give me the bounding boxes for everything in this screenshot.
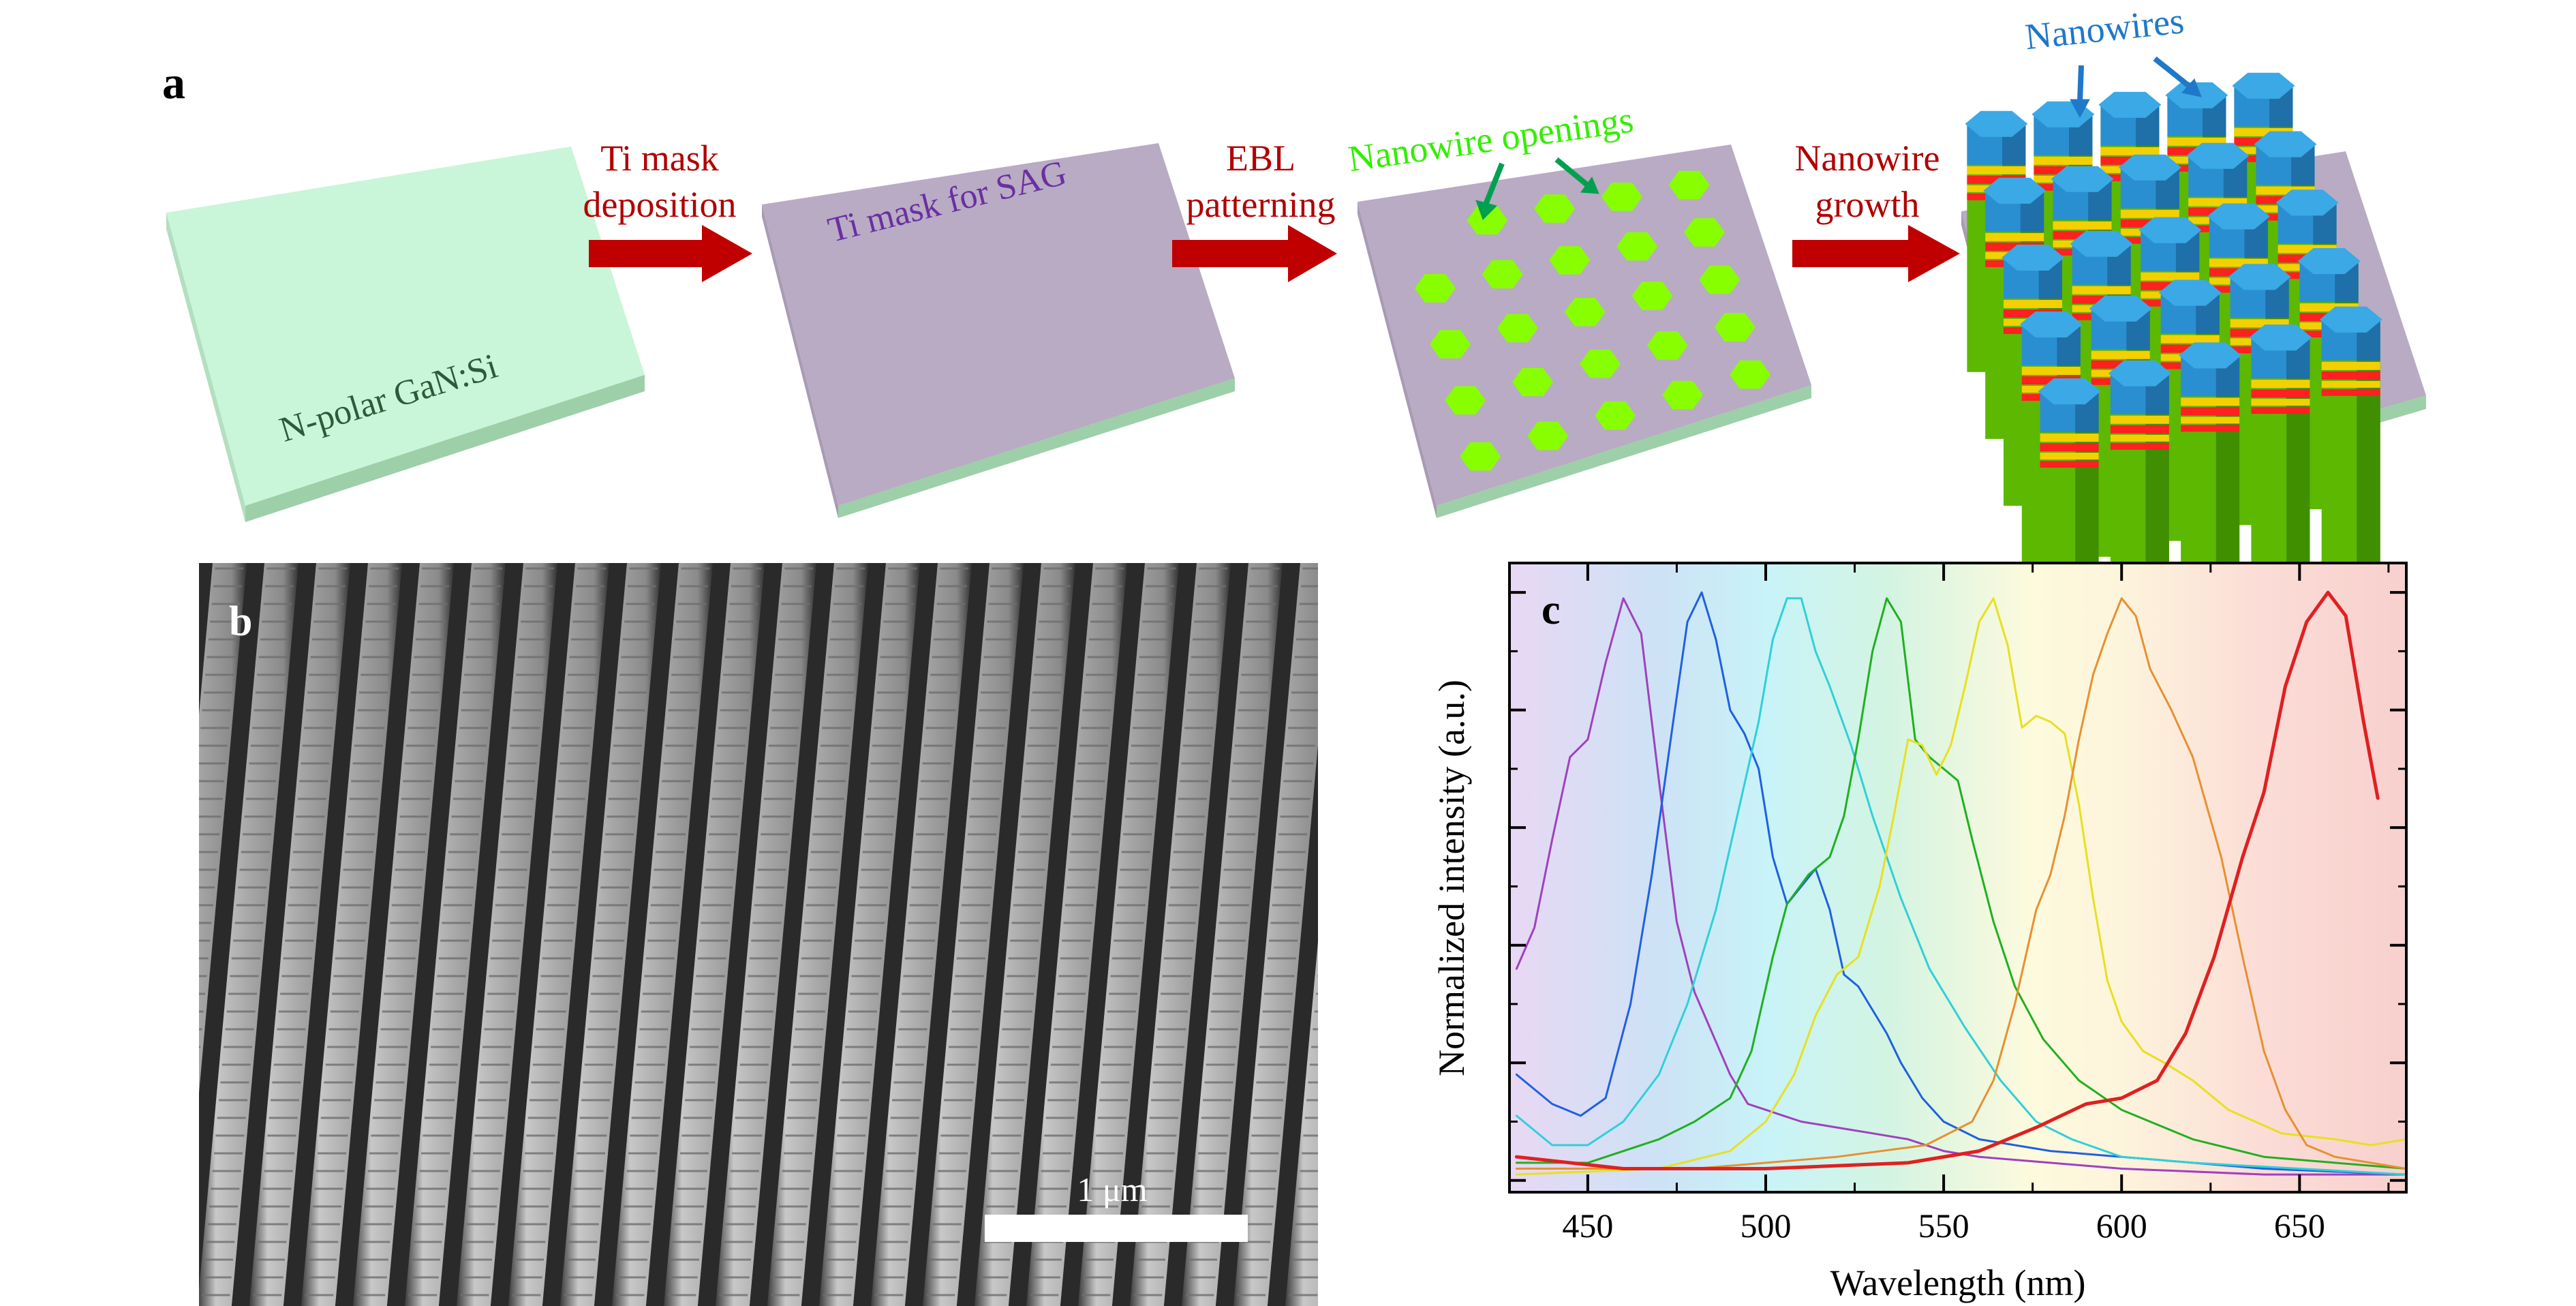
panel-b: b 1 μm [42, 563, 1438, 1306]
nanowire-opening [1601, 182, 1642, 211]
substrate-slab: N-polar GaN:Si [166, 147, 645, 522]
sem-pillar-column [870, 563, 972, 1306]
panel-b-letter: b [229, 598, 252, 645]
process-arrow-3: Nanowire growth [1792, 138, 1960, 282]
sem-pillar-column [404, 563, 506, 1306]
callout-arrow-icon [2070, 56, 2202, 119]
arrow-1-label-line1: Ti mask [600, 138, 719, 179]
sem-pillar-column [352, 563, 454, 1306]
sem-pillar-column [922, 563, 1024, 1306]
x-tick-label: 500 [1741, 1206, 1792, 1245]
nanowire-openings-grid [1414, 170, 1771, 471]
sem-pillar-column [611, 563, 713, 1306]
chart-plot-area [1509, 563, 2406, 1192]
scale-bar [985, 1215, 1248, 1242]
arrow-2-label-line1: EBL [1226, 138, 1295, 179]
process-arrow-2: EBL patterning [1172, 138, 1337, 282]
sem-pillar-column [199, 563, 247, 1093]
sem-pillar-column [42, 563, 143, 1306]
sem-pillar-column [199, 563, 298, 1306]
x-tick-label: 450 [1562, 1206, 1613, 1245]
x-tick-label: 600 [2096, 1206, 2147, 1245]
nanowire-opening [1662, 380, 1704, 410]
nanowire-opening [1595, 401, 1636, 430]
chart-frame [1508, 562, 2408, 1194]
nanowire-opening [1527, 421, 1569, 451]
sem-pillar-column [1233, 563, 1318, 1306]
sem-pillar-column [974, 563, 1075, 1306]
spectrum-line-6 [1515, 597, 2406, 1170]
x-tick-label: 550 [1918, 1206, 1969, 1245]
nanowire-opening [1579, 349, 1621, 378]
sem-pillar-column [508, 563, 609, 1306]
arrow-2-label-line2: patterning [1186, 184, 1336, 225]
nanowire-opening [1445, 386, 1486, 415]
sem-pillar-column [456, 563, 557, 1306]
nanowire-opening [1467, 206, 1508, 234]
chart-ticks: 450 500 550 600 650 [1509, 563, 2406, 1245]
nanowire-opening [1460, 442, 1501, 471]
spectrum-line-1 [1515, 597, 2406, 1176]
callout-arrow-icon [1475, 157, 1599, 220]
sem-pillar-column [767, 563, 868, 1306]
sem-pillar-column [1285, 941, 1318, 1306]
nanowire-opening [1512, 367, 1553, 397]
sem-pillar-column [663, 563, 765, 1306]
nanowire [2319, 306, 2382, 568]
panel-a-letter: a [162, 57, 185, 108]
chart-series-lines [1514, 590, 2406, 1176]
scale-bar-label: 1 μm [1077, 1170, 1147, 1209]
sem-pillar-column [94, 563, 195, 1306]
nanowire-opening [1482, 260, 1523, 289]
panel-c: 450 500 550 600 650 c Wavelength (nm) Normal… [1431, 562, 2408, 1303]
spectrum-line-5 [1515, 597, 2406, 1176]
arrow-3-label-line2: growth [1815, 184, 1920, 225]
sem-pillar-column [1337, 563, 1438, 1306]
nanowire-opening [1534, 194, 1576, 223]
y-axis-label: Normalized intensity (a.u.) [1431, 680, 1472, 1076]
nanowire-pillars [1965, 72, 2382, 640]
panel-c-letter: c [1542, 587, 1561, 633]
nanowire-opening [1730, 360, 1771, 389]
nanowire-opening [1616, 232, 1658, 261]
panel-a: a N-polar GaN:Si Ti mask deposition Ti m… [162, 0, 2426, 640]
spectrum-line-7 [1514, 590, 2380, 1170]
spectrum-line-4 [1515, 597, 2406, 1170]
arrow-1-label-line2: deposition [583, 184, 737, 225]
sem-pillar-column [818, 563, 920, 1306]
nanowire-opening [1684, 218, 1725, 247]
right-arrow-icon [589, 225, 752, 282]
nanowires-label: Nanowires [2023, 0, 2186, 57]
nanowire-opening [1497, 314, 1538, 343]
nanowire-opening [1699, 265, 1741, 294]
right-arrow-icon [1792, 225, 1960, 282]
patterned-mask-slab: Nanowire openings [1346, 99, 1811, 518]
nanowire-opening [1631, 282, 1673, 310]
nanowire-array: Nanowires [1961, 0, 2426, 640]
sem-pillar-column [559, 563, 661, 1306]
nanowire-opening [1564, 298, 1606, 326]
sem-nanowire-array-image [42, 563, 1438, 1306]
nanowire-opening [1549, 246, 1591, 275]
ti-mask-slab: Ti mask for SAG [762, 143, 1235, 518]
process-arrow-1: Ti mask deposition [583, 138, 752, 282]
right-arrow-icon [1172, 225, 1337, 282]
sem-pillar-column [1077, 563, 1179, 1306]
x-axis-label: Wavelength (nm) [1830, 1262, 2085, 1303]
sem-pillar-column [249, 563, 350, 1306]
arrow-3-label-line1: Nanowire [1795, 138, 1940, 179]
nanowire-opening [1414, 274, 1456, 303]
nanowire-opening [1430, 330, 1471, 359]
sem-pillar-column [715, 563, 816, 1306]
x-tick-label: 650 [2274, 1206, 2325, 1245]
nanowire-opening [1714, 313, 1755, 341]
sem-pillar-column [1181, 563, 1283, 1306]
nanowire-opening [1646, 331, 1688, 360]
spectrum-line-3 [1515, 597, 2406, 1176]
nanowire [2249, 324, 2312, 586]
sem-pillar-column [1129, 563, 1231, 1306]
sem-pillar-column [301, 563, 402, 1306]
nanowire-opening [1668, 170, 1710, 200]
